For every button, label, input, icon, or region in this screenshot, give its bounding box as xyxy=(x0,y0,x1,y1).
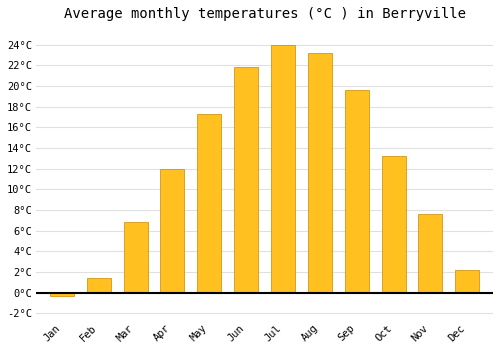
Bar xyxy=(308,53,332,293)
Bar xyxy=(344,90,368,293)
Bar xyxy=(50,293,74,296)
Bar xyxy=(382,156,406,293)
Title: Average monthly temperatures (°C ) in Berryville: Average monthly temperatures (°C ) in Be… xyxy=(64,7,466,21)
Bar xyxy=(124,222,148,293)
Bar xyxy=(418,214,442,293)
Bar xyxy=(160,169,184,293)
Bar xyxy=(87,278,110,293)
Bar xyxy=(198,114,222,293)
Bar xyxy=(271,44,295,293)
Bar xyxy=(234,67,258,293)
Bar xyxy=(456,270,479,293)
